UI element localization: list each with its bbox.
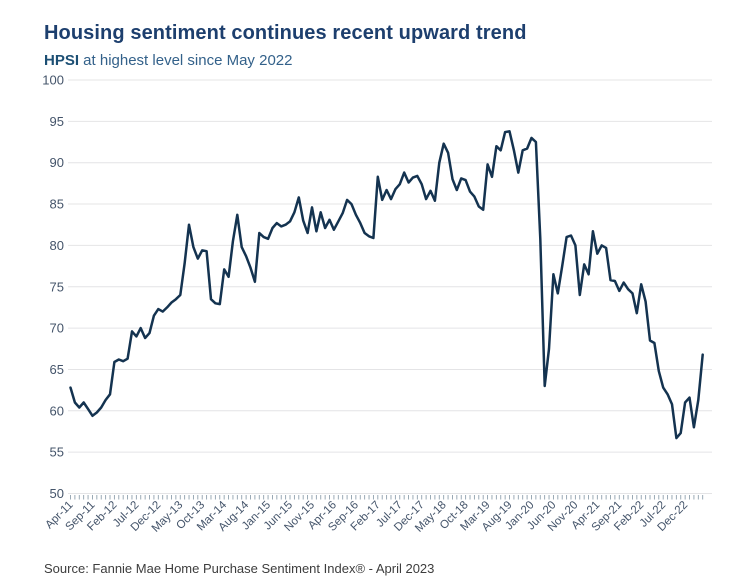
y-tick-label: 90 [50, 155, 64, 170]
source-note: Source: Fannie Mae Home Purchase Sentime… [44, 561, 435, 576]
y-tick-label: 55 [50, 445, 64, 460]
y-tick-label: 75 [50, 279, 64, 294]
y-tick-label: 60 [50, 403, 64, 418]
y-tick-label: 100 [42, 73, 64, 88]
chart-subtitle: HPSI at highest level since May 2022 [44, 52, 292, 69]
y-gridlines [68, 79, 712, 494]
subtitle-hpsi-label: HPSI [44, 52, 80, 69]
y-tick-label: 50 [50, 486, 64, 501]
y-tick-label: 70 [50, 321, 64, 336]
x-minor-ticks [70, 495, 704, 500]
y-tick-label: 65 [50, 362, 64, 377]
y-tick-label: 85 [50, 197, 64, 212]
hpsi-series-line [69, 130, 704, 440]
x-axis-labels: Apr-11Sep-11Feb-12Jul-12Dec-12May-13Oct-… [43, 499, 690, 535]
chart-title: Housing sentiment continues recent upwar… [44, 22, 527, 45]
y-tick-label: 80 [50, 238, 64, 253]
subtitle-text: at highest level since May 2022 [79, 52, 293, 69]
y-tick-label: 95 [50, 114, 64, 129]
y-axis-labels: 100 95 90 85 80 75 70 65 60 55 50 [42, 73, 64, 502]
